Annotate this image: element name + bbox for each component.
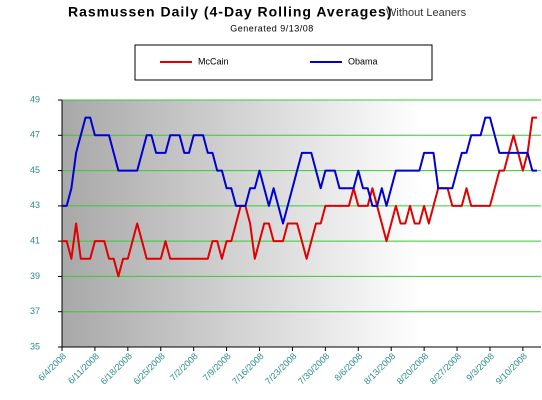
x-tick-label: 6/4/2008 [36,351,68,383]
x-tick-label: 7/2/2008 [168,351,200,383]
y-tick-label: 47 [30,130,40,140]
y-tick-label: 43 [30,200,40,210]
y-tick-label: 37 [30,306,40,316]
x-tick-label: 7/9/2008 [201,351,233,383]
chart-title: Rasmussen Daily (4-Day Rolling Averages) [68,4,393,20]
x-tick-label: 6/25/2008 [131,351,166,386]
y-tick-label: 45 [30,165,40,175]
x-tick-label: 9/10/2008 [494,351,529,386]
y-tick-label: 41 [30,236,40,246]
y-tick-label: 35 [30,341,40,351]
legend-label: McCain [198,56,229,66]
y-tick-label: 49 [30,94,40,104]
series-line [62,116,537,278]
y-tick-label: 39 [30,271,40,281]
x-tick-label: 8/13/2008 [362,351,397,386]
legend-label: Obama [348,56,378,66]
series-line [62,116,537,225]
plot-area [62,100,541,347]
x-tick-label: 6/11/2008 [66,351,101,386]
x-tick-label: 8/20/2008 [395,351,430,386]
x-tick-label: 8/6/2008 [333,351,365,383]
x-tick-label: 7/16/2008 [230,351,265,386]
title-note: Without Leaners [386,7,467,19]
chart-subtitle: Generated 9/13/08 [230,23,314,33]
x-tick-label: 8/27/2008 [428,351,463,386]
x-tick-label: 7/30/2008 [296,351,331,386]
x-tick-label: 9/3/2008 [464,351,496,383]
x-tick-label: 7/23/2008 [263,351,298,386]
x-tick-label: 6/18/2008 [99,351,134,386]
